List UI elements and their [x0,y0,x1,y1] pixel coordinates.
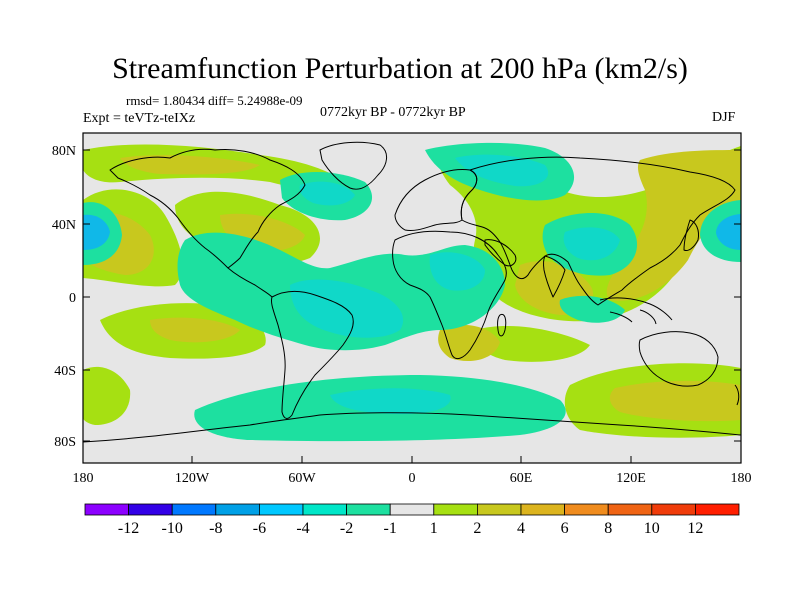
contour-neg-north-pacific-east-core [716,214,741,250]
coast-north-america [109,148,306,269]
period-label: 0772kyr BP - 0772kyr BP [320,105,466,120]
contour-pos-north-atlantic-core [120,155,260,175]
colorbar-box-11 [564,503,609,516]
colorbar-label-0: -12 [118,520,139,537]
coast-antarctica [83,412,741,443]
lon-label-120E: 120E [616,471,646,486]
lon-label-0: 0 [409,471,416,486]
colorbar-label-12: 10 [644,520,660,537]
colorbar-box-8 [433,503,478,516]
contour-neg-southern-ocean-core [330,388,451,415]
coast-asia [460,156,736,306]
contour-neg-subtropical-pacific [559,295,625,323]
contour-pos-south-pacific-core [609,380,741,422]
lat-label-40S: 40S [54,364,76,379]
lat-label-80N: 80N [52,144,76,159]
colorbar-box-5 [302,503,347,516]
lon-label-180-right: 180 [731,471,752,486]
colorbar-box-9 [476,503,522,516]
contour-pos-africa-south [438,324,500,362]
coast-greenland [319,141,387,190]
contour-neg-central-asia-core [563,227,620,261]
contour-neg-africa-core [429,252,485,291]
coast-africa [392,230,507,360]
lon-ticks [191,456,632,463]
colorbar-box-3 [215,503,260,516]
colorbar-box-10 [520,503,565,516]
experiment-label: Expt = teVTz-teIXz [83,111,196,126]
colorbar-label-2: -8 [209,520,222,537]
colorbar-label-4: -4 [296,520,309,537]
season-label: DJF [712,110,736,125]
colorbar-label-13: 12 [687,520,703,537]
coast-madagascar [497,313,507,337]
lon-label-120W: 120W [175,471,210,486]
colorbar-box-2 [171,503,217,516]
coastlines [83,141,741,443]
colorbar-box-4 [258,503,304,516]
coast-india [543,255,566,298]
lat-label-0: 0 [69,291,76,306]
colorbar-label-5: -2 [340,520,353,537]
stats-line: rmsd= 1.80434 diff= 5.24988e-09 [126,93,303,108]
contour-pos-asia-core [606,150,741,301]
colorbar-label-3: -6 [253,520,266,537]
colorbar-label-9: 4 [517,520,525,537]
contour-neg-greenland-europe-core [455,154,549,187]
colorbar-box-6 [346,503,391,516]
contour-neg-north-america-core [299,181,355,206]
lat-label-40N: 40N [52,218,76,233]
colorbar-box-13 [651,503,696,516]
colorbar-box-1 [128,503,173,516]
coast-south-america [271,291,354,419]
lon-label-60E: 60E [510,471,533,486]
colorbar-label-8: 2 [473,520,481,537]
plot-title: Streamfunction Perturbation at 200 hPa (… [112,52,688,85]
coast-maritime-continent [599,297,673,325]
coast-australia [638,331,719,387]
coast-arabia [484,239,517,267]
lon-label-60W: 60W [288,471,316,486]
colorbar-label-6: -1 [384,520,397,537]
lat-label-80S: 80S [54,435,76,450]
contour-field [83,133,741,463]
colorbar-box-7 [389,503,435,516]
colorbar-label-1: -10 [162,520,183,537]
colorbar-box-0 [84,503,129,516]
contour-neg-tropical-atlantic-core [290,279,404,338]
colorbar-box-14 [695,503,740,516]
coast-japan [683,219,699,251]
colorbar-label-10: 6 [561,520,569,537]
coast-central-america [227,267,273,298]
colorbar-label-7: 1 [430,520,438,537]
lat-ticks [83,149,741,442]
contour-pos-west-pacific-south [83,366,131,425]
contour-pos-south-atlantic-core [150,317,240,343]
colorbar-labels: -12 -10 -8 -6 -4 -2 -1 1 2 4 6 8 10 12 [118,520,703,537]
lon-label-180-left: 180 [73,471,94,486]
colorbar-label-11: 8 [604,520,612,537]
coast-new-zealand [734,384,740,406]
colorbar [84,503,740,516]
colorbar-box-12 [607,503,653,516]
